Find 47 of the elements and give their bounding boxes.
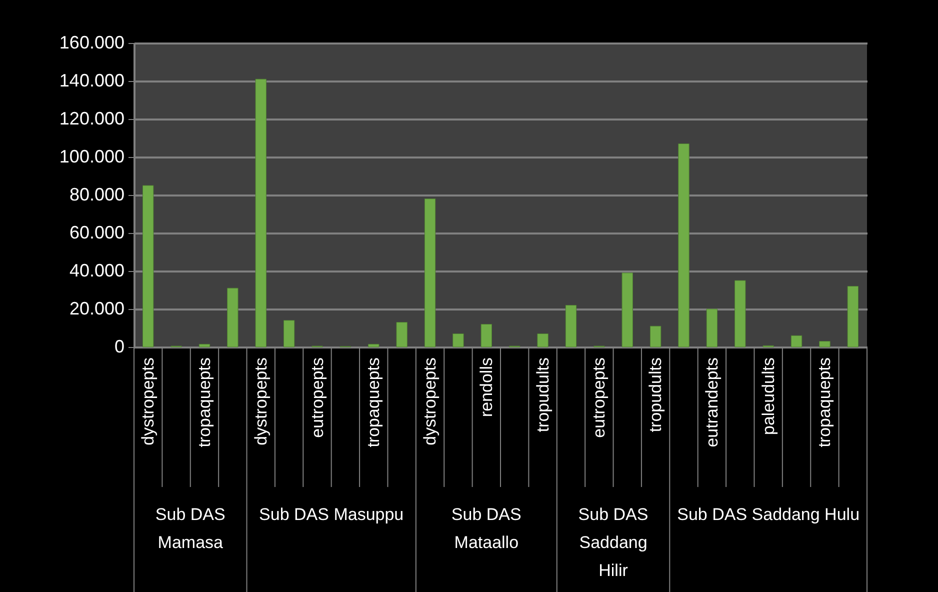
y-tick-label: 20.000 xyxy=(69,298,124,318)
y-tick-label: 120.000 xyxy=(59,108,124,128)
text: Sub DAS Mamasa xyxy=(155,505,226,552)
bar xyxy=(142,185,154,348)
x-tick-label: tropaquepts xyxy=(194,358,214,448)
text: Sub DAS Saddang Hilir xyxy=(578,505,648,580)
y-tick-label: 100.000 xyxy=(59,146,124,166)
bar xyxy=(819,341,830,348)
x-tick-label: dystropepts xyxy=(420,358,440,446)
x-tick-label: tropudults xyxy=(533,358,552,432)
y-tick-label: 80.000 xyxy=(69,184,124,204)
bar xyxy=(565,304,577,348)
bar xyxy=(790,335,802,348)
bar xyxy=(480,324,492,348)
text: Sub DAS Masuppu xyxy=(259,505,404,524)
bar xyxy=(678,143,690,348)
bar xyxy=(198,344,210,348)
bar xyxy=(368,344,380,348)
bar xyxy=(452,333,464,348)
bar xyxy=(650,326,662,348)
x-tick-label: eutropepts xyxy=(308,358,327,438)
x-tick-label: tropaquepts xyxy=(815,358,834,448)
x-tick-label: eutropepts xyxy=(590,358,609,438)
x-tick-label: dystropepts xyxy=(251,358,270,446)
text: Sub DAS Saddang Hulu xyxy=(677,505,860,524)
bar xyxy=(227,288,238,348)
text: Sub DAS Mataallo xyxy=(451,505,522,552)
bar xyxy=(734,280,746,348)
bar xyxy=(283,320,295,348)
y-tick-label: 40.000 xyxy=(69,260,124,280)
x-tick-label: tropaquepts xyxy=(364,358,384,448)
y-tick-label: 0 xyxy=(114,336,124,356)
x-tick-label: dystropepts xyxy=(138,358,158,446)
bar xyxy=(622,272,633,348)
x-tick-label: paleudults xyxy=(758,358,778,436)
y-tick-label: 160.000 xyxy=(59,32,124,52)
bar xyxy=(255,78,266,348)
bar xyxy=(706,308,718,348)
y-tick-label: 140.000 xyxy=(59,70,124,90)
bar xyxy=(396,322,408,348)
x-tick-label: eutrandepts xyxy=(702,358,722,448)
bar xyxy=(847,286,859,348)
x-tick-label: tropudults xyxy=(646,358,666,432)
bar xyxy=(537,333,548,348)
bar xyxy=(424,198,436,348)
y-tick-label: 60.000 xyxy=(69,222,124,242)
x-tick-label: rendolls xyxy=(476,358,496,418)
